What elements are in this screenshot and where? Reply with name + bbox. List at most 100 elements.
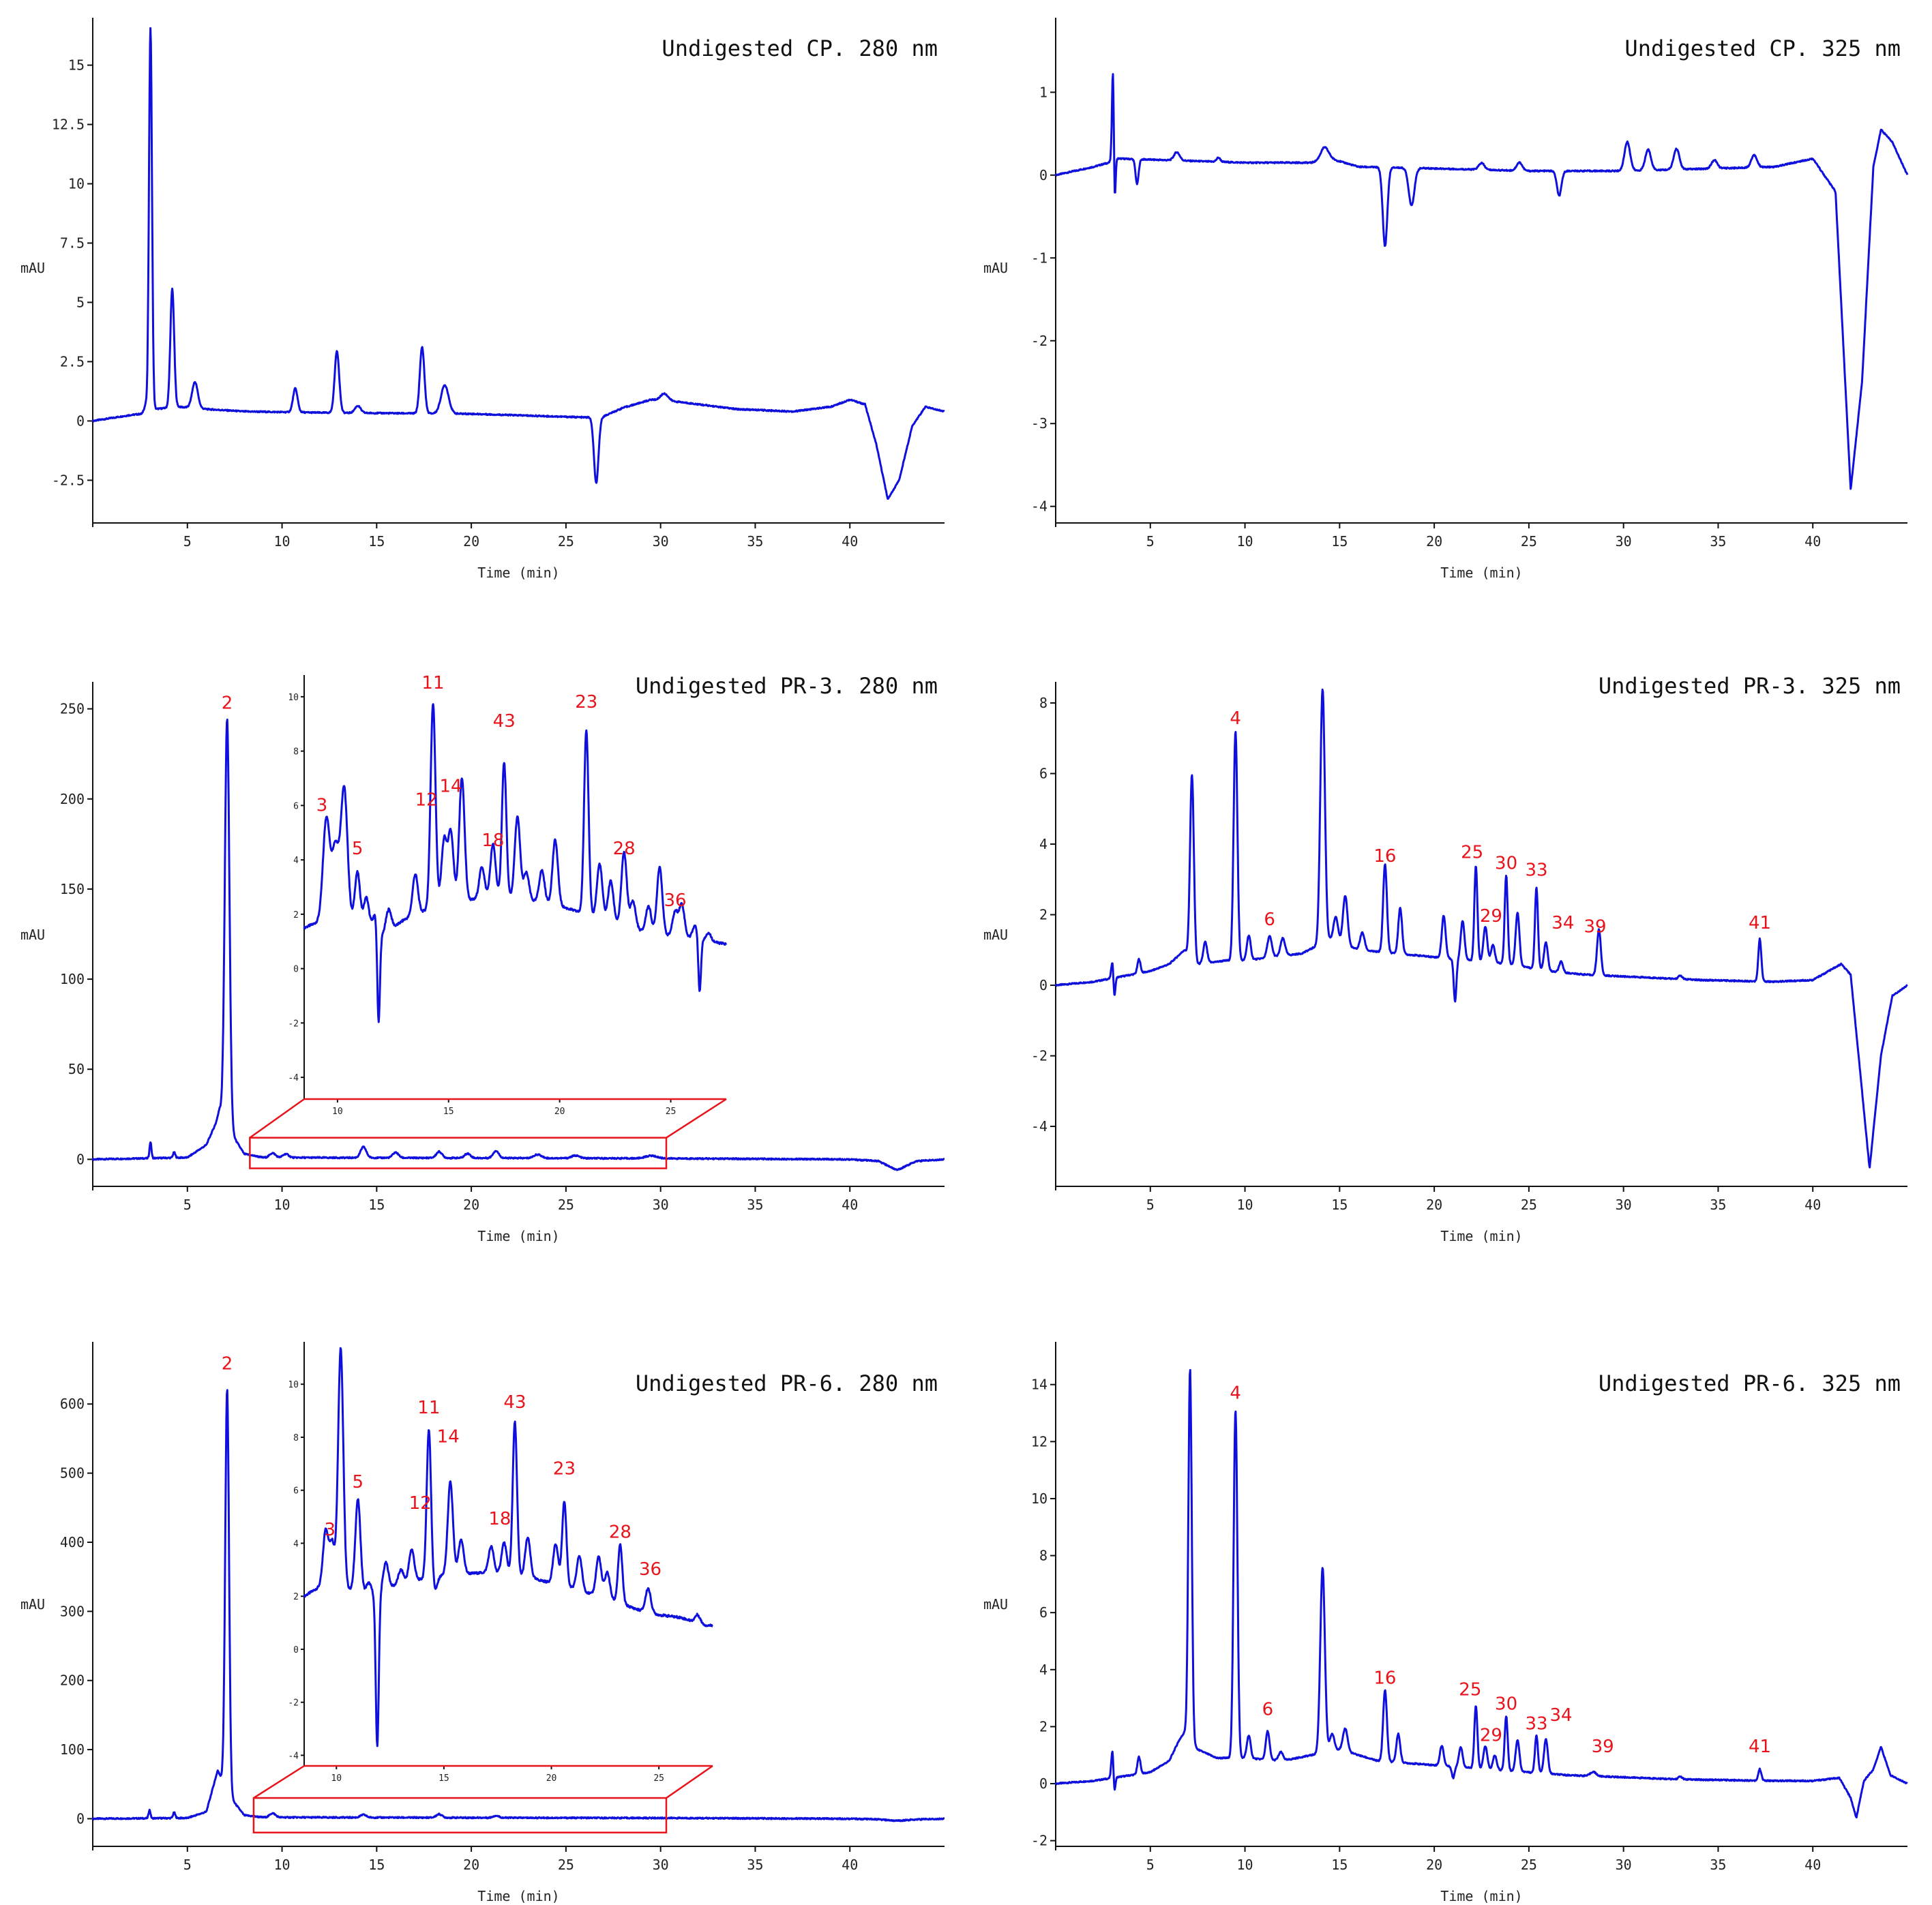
y-tick-label: -2 [1031,1833,1047,1849]
series-line [91,27,945,500]
inset-y-tick-label: -2 [288,1698,299,1709]
inset-y-tick-label: 6 [293,801,299,811]
peak-label: 41 [1749,1737,1771,1757]
y-tick-label: -2 [1031,333,1047,349]
zoom-connector [666,1765,713,1799]
x-tick-label: 25 [558,1197,574,1213]
chart-title: Undigested PR-6. 280 nm [636,1370,938,1396]
peak-label: 25 [1461,843,1483,863]
x-tick-label: 30 [1616,1857,1632,1873]
y-tick-label: -4 [1031,498,1047,515]
series-line [91,718,945,1171]
y-tick-label: -4 [1031,1118,1047,1135]
y-tick-label: 200 [60,1672,85,1689]
x-tick-label: 25 [558,533,574,550]
x-tick-label: 5 [1146,1197,1155,1213]
panel-pr3-325nm: 5 10 15 20 25 30 35 40 -4 -2 0 2 4 6 8 Time (min) mAU Und… [983,673,1908,1244]
chart-title: Undigested PR-3. 325 nm [1599,673,1901,699]
inset-peak-label: 14 [439,776,462,796]
y-tick-label: 400 [60,1534,85,1550]
inset-x-tick-label: 20 [546,1773,557,1784]
inset-peak-label: 36 [664,890,687,911]
peak-label: 6 [1264,910,1275,930]
inset-peak-label: 18 [488,1509,511,1529]
y-tick-label: 5 [76,294,85,310]
inset-x-tick-label: 10 [332,1107,343,1117]
panel-pr6-325nm: 5 10 15 20 25 30 35 40 -2 0 2 4 6 8 10 12 14 Time (min) mA… [983,1342,1908,1904]
inset-x-tick-label: 10 [331,1773,342,1784]
y-tick-label: 4 [1039,1662,1047,1678]
x-tick-label: 10 [1237,533,1253,550]
inset-x-tick-label: 15 [439,1773,449,1784]
inset-x-tick-label: 25 [666,1107,677,1117]
y-tick-label: 1 [1039,84,1047,100]
chart-title: Undigested CP. 325 nm [1624,35,1901,61]
y-tick-label: 0 [1039,1775,1047,1792]
inset-peak-label: 5 [352,839,363,859]
x-tick-label: 35 [1710,1857,1726,1873]
x-tick-label: 35 [1710,533,1726,550]
x-tick-label: 15 [368,1197,385,1213]
x-axis-label: Time (min) [1440,1228,1522,1244]
x-axis-label: Time (min) [477,1228,559,1244]
x-tick-label: 5 [183,533,192,550]
series-line [1054,1368,1908,1818]
x-tick-label: 20 [1426,1857,1442,1873]
inset-peak-label: 18 [481,830,504,851]
x-tick-label: 15 [1331,1857,1348,1873]
y-tick-label: 2 [1039,1718,1047,1735]
inset-y-tick-label: 2 [293,910,299,920]
x-tick-label: 20 [1426,1197,1442,1213]
inset-y-tick-label: -2 [288,1019,299,1029]
panel-cp-280nm: 5 10 15 20 25 30 35 40 -2.5 0 2.5 5 7.5 10 12.5 15 Time … [20,18,945,581]
y-tick-label: 8 [1039,1548,1047,1564]
x-tick-label: 15 [1331,533,1348,550]
y-tick-label: -2.5 [52,472,85,488]
x-tick-label: 15 [368,1857,385,1873]
peak-label: 29 [1480,1725,1502,1745]
x-tick-label: 25 [1521,1857,1537,1873]
peak-label: 2 [222,1354,233,1375]
x-tick-label: 35 [747,1197,763,1213]
x-tick-label: 40 [1804,1857,1821,1873]
x-tick-label: 40 [842,1857,858,1873]
x-tick-label: 40 [1804,533,1821,550]
inset-peak-label: 23 [575,692,597,712]
inset-peak-label: 28 [609,1522,631,1543]
peak-label: 4 [1230,1383,1241,1404]
inset-y-tick-label: 6 [293,1486,299,1497]
inset-peak-label: 3 [316,795,328,815]
inset-peak-label: 3 [325,1520,336,1540]
inset-peak-label: 5 [353,1472,364,1492]
y-tick-label: 6 [1039,1604,1047,1621]
x-tick-label: 30 [653,1857,669,1873]
inset-peak-label: 11 [417,1398,440,1418]
peak-label: 34 [1550,1705,1573,1726]
y-tick-label: 200 [60,791,85,807]
y-tick-label: 12.5 [52,117,85,133]
y-tick-label: 10 [68,176,85,192]
x-tick-label: 25 [1521,1197,1537,1213]
peak-label: 16 [1373,846,1396,867]
y-tick-label: 50 [68,1061,85,1077]
y-axis-label: mAU [983,1596,1008,1612]
x-tick-label: 15 [1331,1197,1348,1213]
y-tick-label: 0 [76,1151,85,1167]
y-tick-label: 150 [60,881,85,897]
y-tick-label: 7.5 [60,235,85,251]
y-tick-label: -2 [1031,1048,1047,1064]
x-tick-label: 15 [368,533,385,550]
zoom-connector [666,1098,727,1139]
x-tick-label: 10 [1237,1857,1253,1873]
chart-title: Undigested CP. 280 nm [662,35,938,61]
x-axis-label: Time (min) [1440,565,1522,581]
x-tick-label: 25 [1521,533,1537,550]
inset-x-tick-label: 15 [443,1107,454,1117]
y-tick-label: -1 [1031,250,1047,266]
y-tick-label: 2 [1039,907,1047,923]
x-axis-label: Time (min) [477,565,559,581]
